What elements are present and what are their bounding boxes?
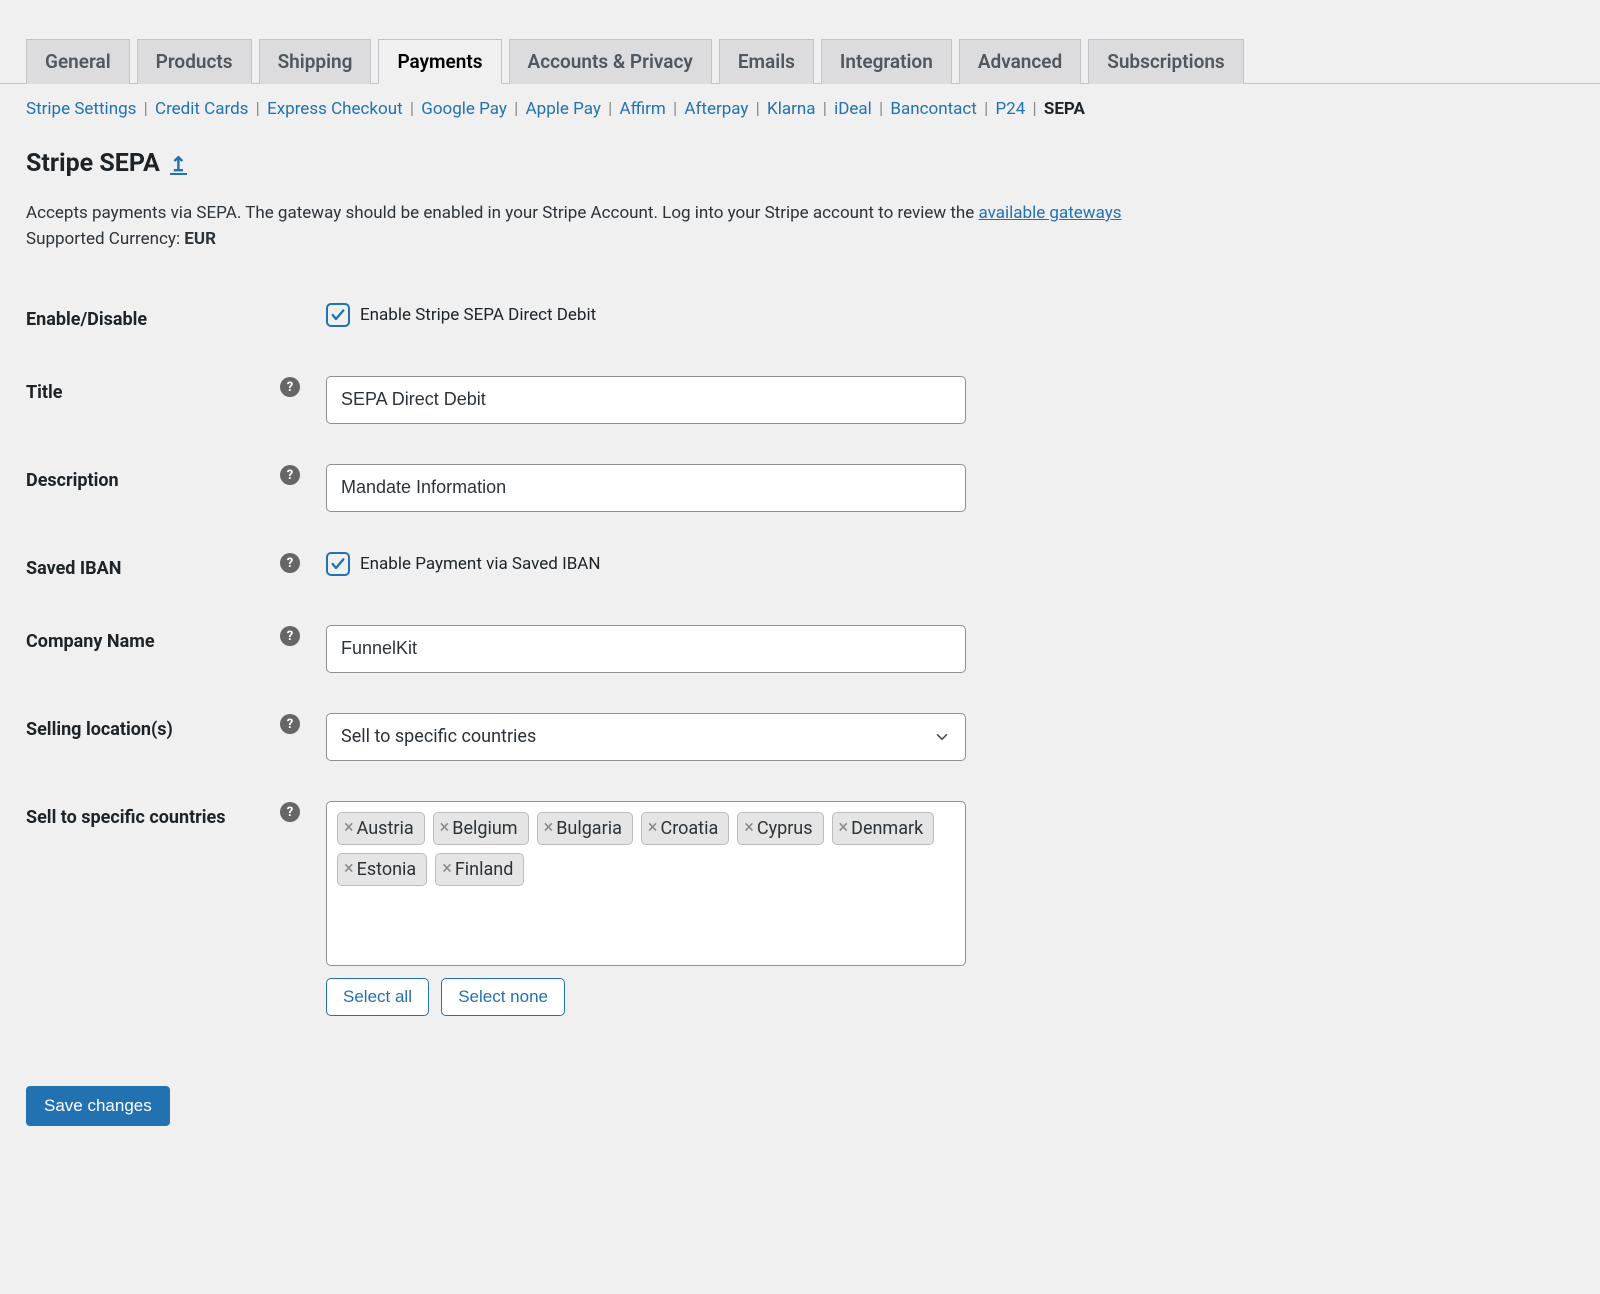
help-icon[interactable]: ? [280, 553, 300, 573]
select-all-button[interactable]: Select all [326, 978, 429, 1016]
subnav-current: SEPA [1044, 99, 1085, 119]
subnav-google-pay[interactable]: Google Pay [421, 99, 507, 119]
remove-tag-icon[interactable]: × [344, 860, 354, 878]
subnav-apple-pay[interactable]: Apple Pay [526, 99, 601, 119]
country-tag: ×Austria [337, 812, 425, 845]
intro-text: Accepts payments via SEPA. The gateway s… [0, 178, 1600, 253]
company-label: Company Name [0, 605, 280, 693]
remove-tag-icon[interactable]: × [544, 819, 554, 837]
tab-payments[interactable]: Payments [378, 39, 501, 84]
subnav-credit-cards[interactable]: Credit Cards [155, 99, 248, 119]
country-tag-label: Estonia [357, 859, 417, 880]
select-none-button[interactable]: Select none [441, 978, 565, 1016]
country-tag: ×Cyprus [737, 812, 823, 845]
selling-locations-select[interactable]: Sell to specific countries [326, 713, 966, 761]
title-input[interactable] [326, 376, 966, 424]
tab-shipping[interactable]: Shipping [259, 39, 372, 84]
subnav-bancontact[interactable]: Bancontact [890, 99, 976, 119]
subnav-afterpay[interactable]: Afterpay [684, 99, 748, 119]
country-tag-label: Austria [357, 818, 414, 839]
country-tag: ×Estonia [337, 853, 427, 886]
saved-iban-checkbox[interactable] [326, 552, 350, 576]
help-icon[interactable]: ? [280, 465, 300, 485]
remove-tag-icon[interactable]: × [344, 819, 354, 837]
countries-multiselect[interactable]: ×Austria×Belgium×Bulgaria×Croatia×Cyprus… [326, 801, 966, 966]
subnav-klarna[interactable]: Klarna [767, 99, 815, 119]
enable-label: Enable/Disable [0, 283, 280, 356]
tab-general[interactable]: General [26, 39, 130, 84]
subnav-p24[interactable]: P24 [995, 99, 1025, 119]
remove-tag-icon[interactable]: × [744, 819, 754, 837]
tab-accounts-privacy[interactable]: Accounts & Privacy [509, 39, 712, 84]
enable-sepa-checkbox[interactable] [326, 303, 350, 327]
country-tag-label: Bulgaria [556, 818, 622, 839]
saved-iban-checkbox-label: Enable Payment via Saved IBAN [360, 554, 601, 574]
description-input[interactable] [326, 464, 966, 512]
subnav-affirm[interactable]: Affirm [620, 99, 666, 119]
country-tag: ×Belgium [433, 812, 529, 845]
page-title: Stripe SEPA ↥ [26, 149, 187, 178]
help-icon[interactable]: ? [280, 377, 300, 397]
country-tag-label: Belgium [452, 818, 517, 839]
subnav-stripe-settings[interactable]: Stripe Settings [26, 99, 136, 119]
company-input[interactable] [326, 625, 966, 673]
remove-tag-icon[interactable]: × [440, 819, 450, 837]
subnav-express-checkout[interactable]: Express Checkout [267, 99, 403, 119]
chevron-down-icon [933, 728, 951, 746]
remove-tag-icon[interactable]: × [442, 860, 452, 878]
description-label: Description [0, 444, 280, 532]
country-tag: ×Denmark [832, 812, 935, 845]
country-tag-label: Denmark [851, 818, 923, 839]
remove-tag-icon[interactable]: × [839, 819, 849, 837]
selling-locations-label: Selling location(s) [0, 693, 280, 781]
help-icon[interactable]: ? [280, 802, 300, 822]
tab-subscriptions[interactable]: Subscriptions [1088, 39, 1243, 84]
settings-form: Enable/Disable Enable Stripe SEPA Direct… [0, 283, 1600, 1036]
payment-subnav: Stripe Settings | Credit Cards | Express… [0, 84, 1600, 119]
help-icon[interactable]: ? [280, 714, 300, 734]
help-icon[interactable]: ? [280, 626, 300, 646]
specific-countries-label: Sell to specific countries [0, 781, 280, 1036]
country-tag: ×Finland [435, 853, 524, 886]
settings-tabs: GeneralProductsShippingPaymentsAccounts … [0, 0, 1600, 84]
tab-emails[interactable]: Emails [719, 39, 814, 84]
saved-iban-label: Saved IBAN [0, 532, 280, 605]
country-tag-label: Croatia [660, 818, 718, 839]
available-gateways-link[interactable]: available gateways [979, 203, 1122, 223]
back-link[interactable]: ↥ [170, 155, 187, 175]
country-tag: ×Bulgaria [537, 812, 633, 845]
title-label: Title [0, 356, 280, 444]
save-button[interactable]: Save changes [26, 1086, 170, 1126]
tab-advanced[interactable]: Advanced [959, 39, 1081, 84]
country-tag-label: Finland [455, 859, 514, 880]
remove-tag-icon[interactable]: × [648, 819, 658, 837]
subnav-ideal[interactable]: iDeal [834, 99, 872, 119]
country-tag: ×Croatia [641, 812, 729, 845]
enable-sepa-label: Enable Stripe SEPA Direct Debit [360, 305, 596, 325]
tab-integration[interactable]: Integration [821, 39, 952, 84]
tab-products[interactable]: Products [137, 39, 252, 84]
country-tag-label: Cyprus [757, 818, 813, 839]
